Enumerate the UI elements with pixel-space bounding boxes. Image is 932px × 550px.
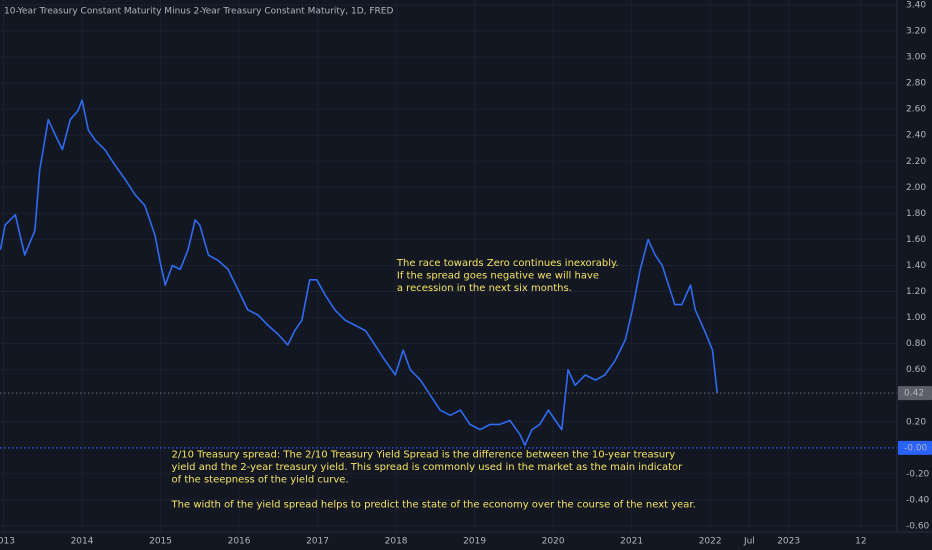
x-tick-label: 2023 (777, 537, 800, 547)
price-badge-label: 0.42 (904, 389, 924, 399)
y-tick-label: 3.40 (906, 0, 926, 10)
y-tick-label: 2.20 (906, 157, 926, 167)
x-tick-label: 2019 (463, 537, 486, 547)
y-tick-label: 3.20 (906, 27, 926, 37)
y-tick-label: 0.80 (906, 339, 926, 349)
y-tick-label: 2.40 (906, 131, 926, 141)
y-tick-label: 1.80 (906, 209, 926, 219)
x-tick-label: Jul (743, 537, 755, 547)
x-tick-label: 2013 (0, 537, 15, 547)
x-tick-label: 2015 (149, 537, 172, 547)
y-tick-label: 1.60 (906, 235, 926, 245)
y-tick-label: 1.20 (906, 287, 926, 297)
x-tick-label: 2021 (620, 537, 643, 547)
price-badge-label: -0.00 (904, 443, 928, 453)
annotation-text: yield and the 2-year treasury yield. Thi… (172, 462, 684, 473)
y-tick-label: 2.00 (906, 183, 926, 193)
price-badge (898, 386, 932, 401)
y-tick-label: 0.60 (906, 365, 926, 375)
annotation-text: 2/10 Treasury spread: The 2/10 Treasury … (172, 449, 676, 460)
annotation-text: If the spread goes negative we will have (397, 270, 599, 281)
annotation-text: a recession in the next six months. (397, 283, 572, 294)
annotation-text: of the steepness of the yield curve. (172, 474, 349, 485)
y-tick-label: 1.40 (906, 261, 926, 271)
chart-title: 10-Year Treasury Constant Maturity Minus… (4, 7, 393, 17)
y-tick-label: 2.80 (906, 79, 926, 89)
x-tick-label: 2020 (542, 537, 565, 547)
y-tick-label: -0.60 (906, 522, 930, 532)
plot: The race towards Zero continues inexorab… (0, 99, 897, 510)
x-tick-label: 2018 (385, 537, 408, 547)
x-tick-label: 12 (855, 537, 866, 547)
annotation-text: The width of the yield spread helps to p… (171, 499, 696, 510)
x-tick-label: 2022 (699, 537, 722, 547)
x-tick-label: 2017 (306, 537, 329, 547)
annotation-text: The race towards Zero continues inexorab… (396, 258, 619, 269)
y-tick-label: 1.00 (906, 313, 926, 323)
y-tick-label: -0.40 (906, 495, 930, 505)
y-tick-label: 2.60 (906, 105, 926, 115)
price-badge (898, 440, 932, 455)
x-tick-label: 2016 (228, 537, 251, 547)
y-tick-label: 0.20 (906, 417, 926, 427)
data-line (0, 99, 719, 447)
x-tick-label: 2014 (71, 537, 94, 547)
y-tick-label: -0.20 (906, 469, 930, 479)
y-tick-label: 3.00 (906, 53, 926, 63)
